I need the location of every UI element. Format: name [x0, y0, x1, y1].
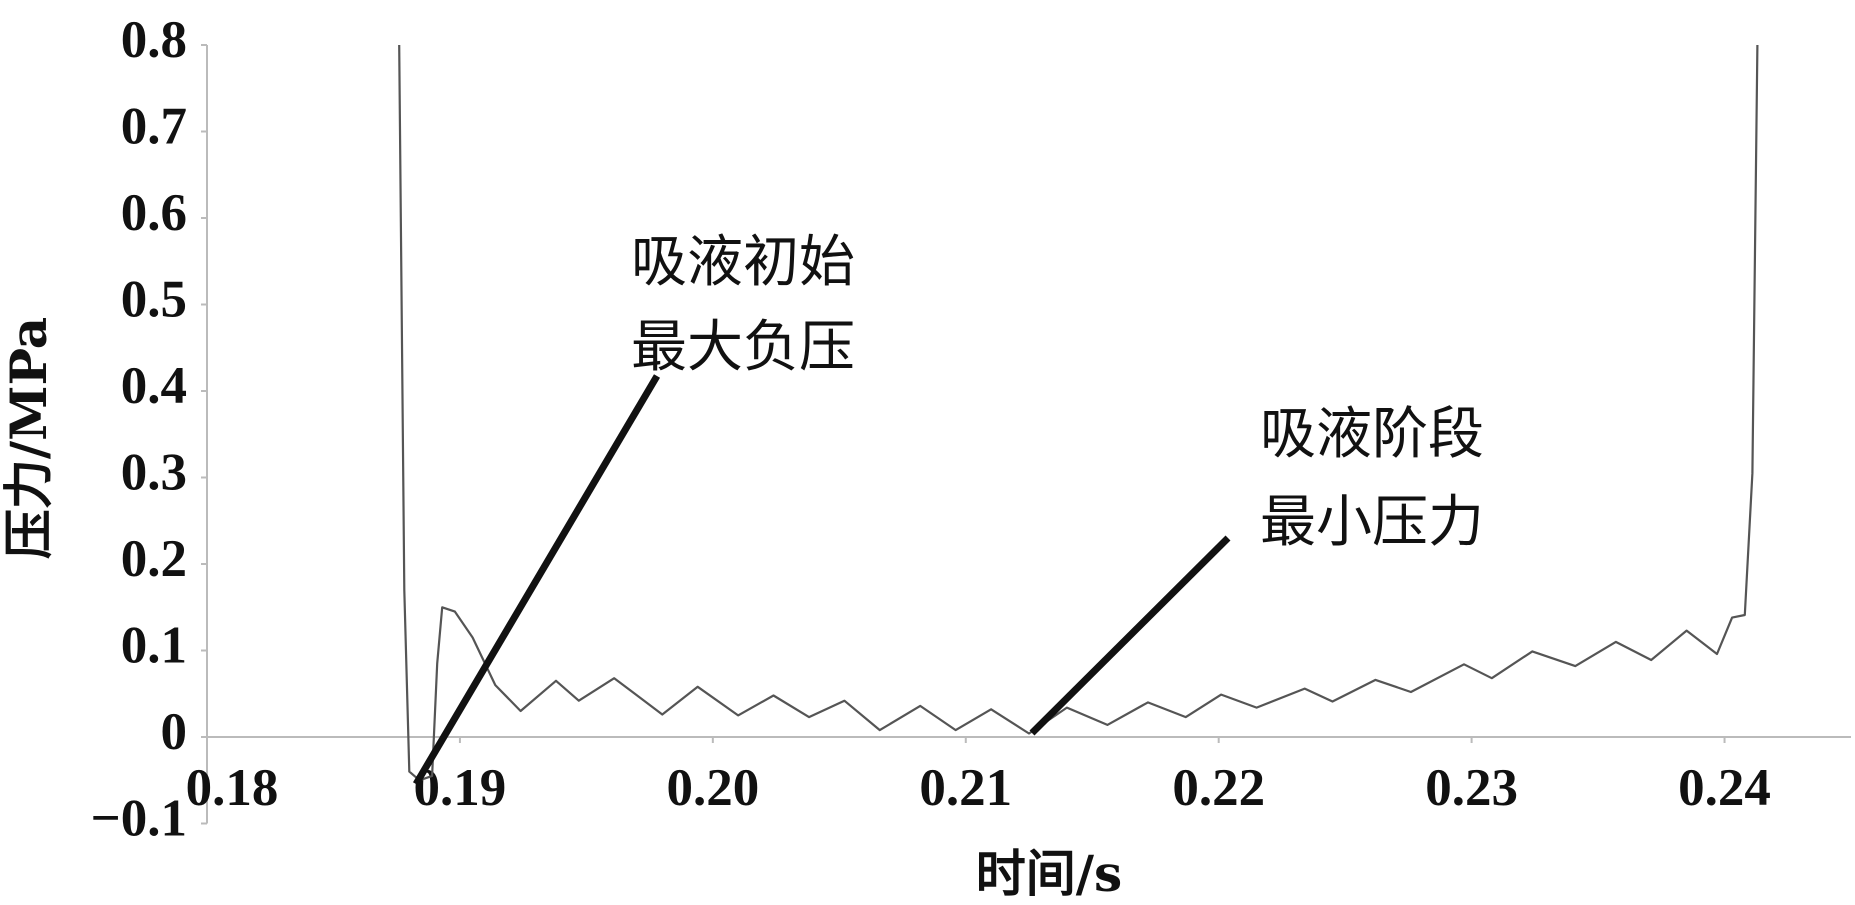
y-tick-label: 0.5: [121, 271, 187, 329]
x-axis-title: 时间/s: [976, 844, 1122, 903]
y-tick-label: 0.2: [121, 530, 187, 588]
y-tick-label: 0.8: [121, 11, 187, 69]
x-tick-label: 0.18: [186, 759, 279, 817]
x-tick-label: 0.20: [666, 759, 759, 817]
y-tick-label: 0: [161, 703, 188, 761]
y-tick-label: −0.1: [91, 790, 187, 848]
x-tick-label: 0.24: [1678, 759, 1771, 817]
data-line: [398, 44, 1759, 782]
annotation: 最小压力: [1260, 490, 1484, 555]
y-tick-label: 0.3: [121, 444, 187, 502]
x-tick-label: 0.21: [919, 759, 1012, 817]
annotation-pointer: [412, 374, 661, 786]
annotation: 吸液初始: [631, 230, 855, 295]
annotation: 吸液阶段: [1260, 402, 1484, 467]
y-axis-title: 压力/MPa: [0, 317, 58, 559]
y-tick-label: 0.4: [121, 357, 187, 415]
x-tick-label: 0.23: [1425, 759, 1518, 817]
x-tick-label: 0.22: [1172, 759, 1265, 817]
y-tick-label: 0.1: [121, 617, 187, 675]
annotation: 最大负压: [631, 315, 855, 380]
annotation-pointer: [1029, 535, 1231, 736]
y-tick-label: 0.7: [121, 98, 187, 156]
y-tick-label: 0.6: [121, 184, 187, 242]
